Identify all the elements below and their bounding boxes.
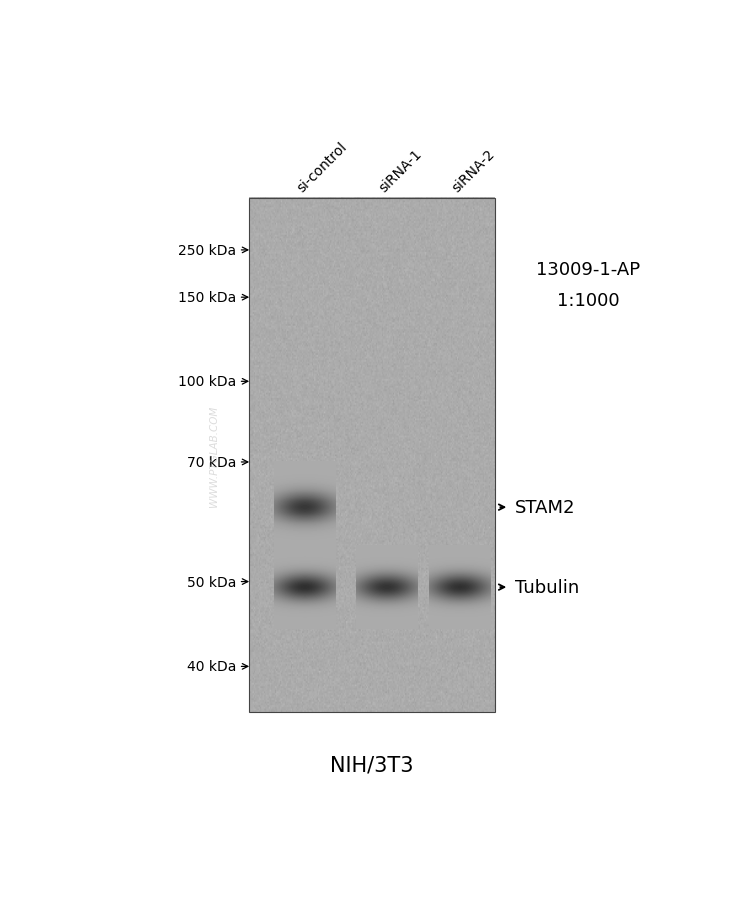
Text: si-control: si-control — [295, 140, 350, 195]
Text: 250 kDa: 250 kDa — [178, 244, 236, 258]
Text: 50 kDa: 50 kDa — [187, 575, 236, 589]
Text: WWW.PTGLAB.COM: WWW.PTGLAB.COM — [209, 405, 219, 506]
Text: siRNA-2: siRNA-2 — [449, 147, 498, 195]
Bar — [249, 198, 495, 713]
Text: 13009-1-AP
1:1000: 13009-1-AP 1:1000 — [536, 261, 640, 309]
Text: NIH/3T3: NIH/3T3 — [330, 755, 413, 775]
Text: STAM2: STAM2 — [515, 499, 575, 517]
Text: 100 kDa: 100 kDa — [178, 375, 236, 389]
Text: 40 kDa: 40 kDa — [187, 659, 236, 674]
Text: 150 kDa: 150 kDa — [178, 290, 236, 305]
Text: Tubulin: Tubulin — [515, 578, 579, 596]
Text: siRNA-1: siRNA-1 — [376, 147, 425, 195]
Text: 70 kDa: 70 kDa — [187, 456, 236, 469]
